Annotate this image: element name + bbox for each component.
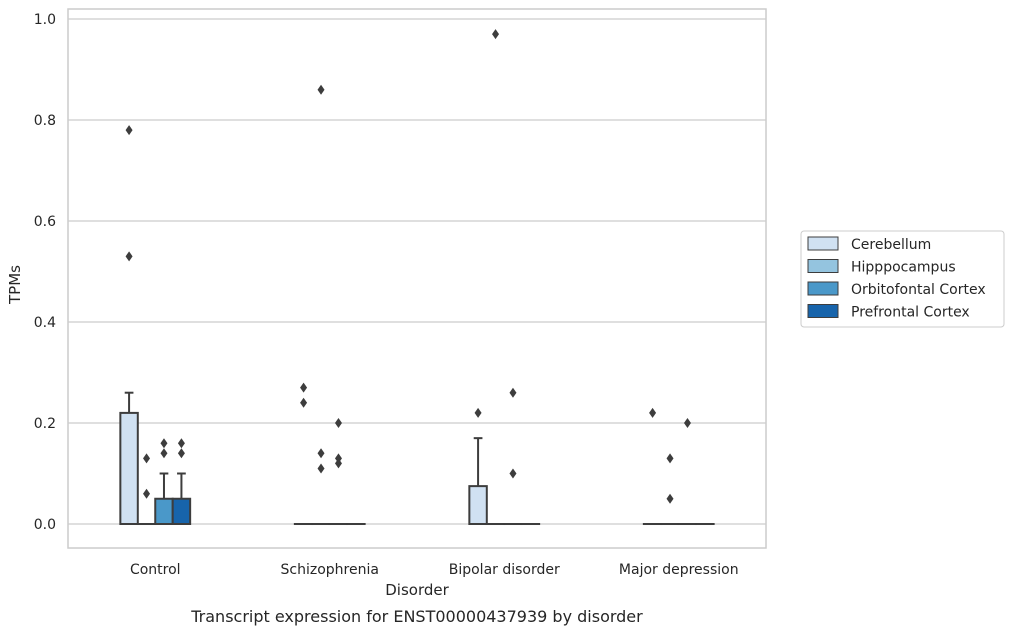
- legend-swatch: [807, 259, 839, 273]
- legend-label: Orbitofontal Cortex: [851, 282, 986, 298]
- box-hipppocampus-bipolar-disorder: [485, 29, 506, 526]
- outlier-point: [683, 418, 691, 428]
- outlier-point: [317, 84, 325, 95]
- box-orbitofontal-cortex-major-depression: [677, 418, 698, 526]
- outlier-point: [474, 407, 482, 418]
- outlier-point: [160, 448, 168, 459]
- x-tick-label: Bipolar disorder: [449, 562, 560, 578]
- x-ticks: Control Schizophrenia Bipolar disorder Majo…: [130, 562, 739, 578]
- legend-label: Prefrontal Cortex: [851, 305, 970, 321]
- box-orbitofontal-cortex-bipolar-disorder: [503, 387, 523, 526]
- box-body: [171, 497, 192, 525]
- outlier-point: [334, 458, 342, 469]
- x-tick-label: Schizophrenia: [281, 562, 379, 578]
- box-hipppocampus-control: [136, 453, 157, 526]
- legend: Cerebellum Hipppocampus Orbitofontal Corte…: [800, 230, 1005, 328]
- outlier-point: [509, 387, 517, 398]
- x-tick-label: Control: [130, 562, 181, 578]
- outlier-point: [177, 448, 185, 459]
- chart-caption: Transcript expression for ENST0000043793…: [190, 607, 643, 626]
- box-cerebellum-bipolar-disorder: [468, 407, 488, 525]
- outlier-point: [509, 468, 517, 479]
- y-tick-label: 0.8: [34, 113, 56, 129]
- legend-swatch: [807, 236, 839, 251]
- outlier-point: [125, 125, 133, 136]
- outlier-point: [177, 438, 185, 449]
- outlier-point: [143, 488, 151, 499]
- box-hipppocampus-schizophrenia: [311, 84, 331, 526]
- outlier-point: [300, 397, 308, 408]
- y-tick-label: 1.0: [34, 12, 56, 28]
- outlier-point: [300, 382, 308, 393]
- outlier-point: [143, 453, 151, 464]
- box-cerebellum-schizophrenia: [293, 382, 314, 526]
- grid-lines: [68, 18, 766, 525]
- y-ticks: 0.0 0.2 0.4 0.6 0.8 1.0: [34, 12, 56, 533]
- box-cerebellum-control: [119, 125, 139, 525]
- x-tick-label: Major depression: [619, 562, 739, 578]
- legend-swatch: [807, 281, 839, 296]
- outlier-point: [317, 448, 325, 459]
- outlier-point: [334, 453, 342, 464]
- outlier-point: [666, 493, 674, 504]
- outlier-point: [649, 407, 657, 418]
- y-tick-label: 0.2: [34, 416, 56, 432]
- box-body: [154, 497, 174, 525]
- plot-frame: [67, 8, 767, 549]
- box-orbitofontal-cortex-control: [154, 438, 174, 525]
- x-axis-label: Disorder: [385, 581, 449, 599]
- outlier-point: [492, 29, 500, 40]
- legend-frame: [800, 230, 1005, 328]
- outlier-point: [334, 418, 342, 428]
- legend-label: Hipppocampus: [851, 260, 956, 276]
- y-axis-label: TPMs: [6, 265, 24, 305]
- outlier-point: [317, 463, 325, 474]
- outlier-point: [160, 438, 168, 449]
- boxes: [119, 29, 715, 526]
- box-hipppocampus-major-depression: [660, 453, 680, 526]
- legend-label: Cerebellum: [851, 237, 931, 253]
- box-orbitofontal-cortex-schizophrenia: [328, 418, 349, 526]
- y-tick-label: 0.4: [34, 315, 56, 331]
- box-prefrontal-cortex-control: [171, 438, 192, 525]
- legend-swatch: [807, 304, 839, 318]
- box-body: [119, 411, 139, 525]
- outlier-point: [125, 251, 133, 262]
- y-tick-label: 0.6: [34, 214, 56, 230]
- y-tick-label: 0.0: [34, 517, 56, 533]
- box-cerebellum-major-depression: [642, 407, 663, 526]
- outlier-point: [666, 453, 674, 464]
- box-body: [468, 485, 488, 525]
